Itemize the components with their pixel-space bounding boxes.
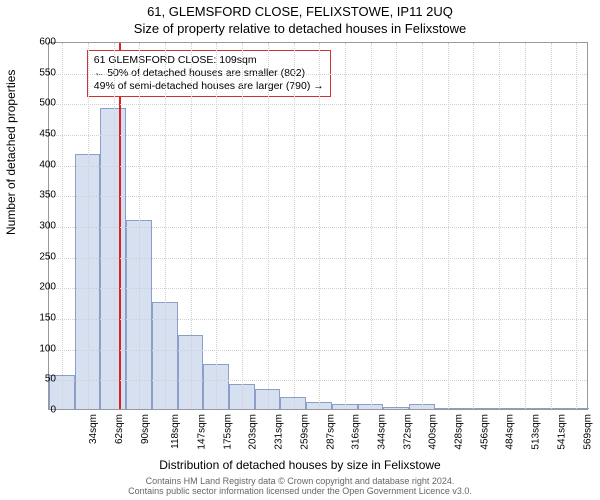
grid-line-v xyxy=(191,43,192,409)
x-tick-label: 287sqm xyxy=(325,414,336,450)
x-tick-label: 90sqm xyxy=(140,414,151,444)
histogram-bars xyxy=(49,43,587,409)
y-tick-label: 150 xyxy=(28,313,56,324)
x-tick-label: 203sqm xyxy=(248,414,259,450)
grid-line-v xyxy=(525,43,526,409)
x-tick-label: 344sqm xyxy=(376,414,387,450)
grid-line-h xyxy=(49,288,587,289)
grid-line-h xyxy=(49,135,587,136)
y-tick-label: 100 xyxy=(28,343,56,354)
y-tick-label: 400 xyxy=(28,159,56,170)
x-tick-label: 456sqm xyxy=(479,414,490,450)
chart-title-1: 61, GLEMSFORD CLOSE, FELIXSTOWE, IP11 2U… xyxy=(0,4,600,19)
x-tick-label: 316sqm xyxy=(351,414,362,450)
plot-area: 61 GLEMSFORD CLOSE: 109sqm ← 50% of deta… xyxy=(48,42,588,410)
grid-line-v xyxy=(319,43,320,409)
y-axis-label: Number of detached properties xyxy=(4,70,18,235)
grid-line-h xyxy=(49,350,587,351)
chart-title-2: Size of property relative to detached ho… xyxy=(0,21,600,36)
x-tick-label: 541sqm xyxy=(556,414,567,450)
y-tick-label: 500 xyxy=(28,98,56,109)
y-tick-label: 0 xyxy=(28,405,56,416)
grid-line-v xyxy=(139,43,140,409)
y-tick-label: 600 xyxy=(28,37,56,48)
grid-line-v xyxy=(396,43,397,409)
grid-line-v xyxy=(551,43,552,409)
x-tick-label: 62sqm xyxy=(114,414,125,444)
grid-line-v xyxy=(216,43,217,409)
y-tick-label: 350 xyxy=(28,190,56,201)
grid-line-v xyxy=(62,43,63,409)
grid-line-h xyxy=(49,319,587,320)
x-tick-label: 513sqm xyxy=(531,414,542,450)
grid-line-v xyxy=(88,43,89,409)
y-tick-label: 200 xyxy=(28,282,56,293)
grid-line-v xyxy=(165,43,166,409)
grid-line-h xyxy=(49,104,587,105)
grid-line-v xyxy=(268,43,269,409)
grid-line-v xyxy=(448,43,449,409)
x-tick-label: 400sqm xyxy=(428,414,439,450)
y-tick-label: 300 xyxy=(28,221,56,232)
y-tick-label: 250 xyxy=(28,251,56,262)
grid-line-v xyxy=(242,43,243,409)
grid-line-v xyxy=(576,43,577,409)
grid-line-h xyxy=(49,380,587,381)
grid-line-v xyxy=(371,43,372,409)
grid-line-h xyxy=(49,196,587,197)
grid-line-v xyxy=(473,43,474,409)
x-tick-label: 428sqm xyxy=(454,414,465,450)
grid-line-h xyxy=(49,74,587,75)
reference-line xyxy=(119,43,121,409)
annotation-line-1: 61 GLEMSFORD CLOSE: 109sqm xyxy=(94,54,324,67)
y-tick-label: 550 xyxy=(28,67,56,78)
x-tick-label: 175sqm xyxy=(223,414,234,450)
grid-line-v xyxy=(499,43,500,409)
x-axis-label: Distribution of detached houses by size … xyxy=(0,458,600,472)
grid-line-v xyxy=(114,43,115,409)
y-tick-label: 450 xyxy=(28,129,56,140)
grid-line-h xyxy=(49,258,587,259)
grid-line-h xyxy=(49,227,587,228)
grid-line-v xyxy=(294,43,295,409)
chart-container: 61, GLEMSFORD CLOSE, FELIXSTOWE, IP11 2U… xyxy=(0,0,600,500)
grid-line-v xyxy=(422,43,423,409)
x-tick-label: 484sqm xyxy=(505,414,516,450)
attribution: Contains HM Land Registry data © Crown c… xyxy=(0,476,600,497)
grid-line-h xyxy=(49,166,587,167)
x-tick-label: 372sqm xyxy=(402,414,413,450)
grid-line-v xyxy=(345,43,346,409)
x-tick-label: 259sqm xyxy=(299,414,310,450)
x-tick-label: 569sqm xyxy=(582,414,593,450)
x-tick-label: 231sqm xyxy=(274,414,285,450)
attribution-line-1: Contains HM Land Registry data © Crown c… xyxy=(0,476,600,486)
attribution-line-2: Contains public sector information licen… xyxy=(0,486,600,496)
y-tick-label: 50 xyxy=(28,374,56,385)
x-tick-label: 34sqm xyxy=(88,414,99,444)
x-tick-label: 118sqm xyxy=(170,414,181,449)
annotation-line-3: 49% of semi-detached houses are larger (… xyxy=(94,80,324,93)
x-tick-label: 147sqm xyxy=(197,414,208,450)
